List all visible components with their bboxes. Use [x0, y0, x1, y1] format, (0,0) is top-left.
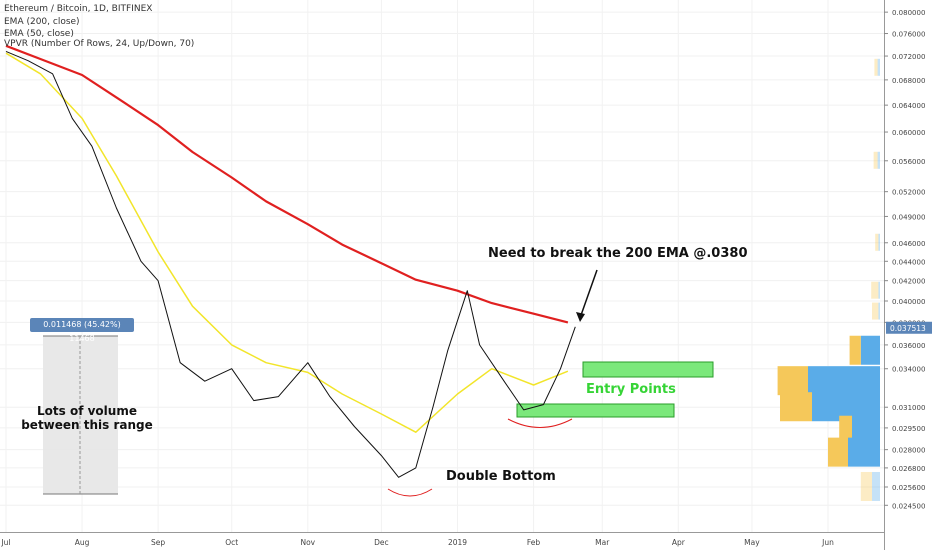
time-tick-label: Feb: [527, 538, 541, 547]
price-tick-label: 0.028000: [892, 447, 925, 455]
price-axis[interactable]: 0.080000 0.076000 0.072000 0.068000 0.064000…: [884, 0, 932, 550]
volume-bar-down: [849, 335, 861, 365]
time-tick-label: Oct: [225, 538, 238, 547]
volume-bar-up: [877, 151, 880, 169]
price-tick-label: 0.068000: [892, 77, 925, 85]
legend-symbol: Ethereum / Bitcoin, 1D, BITFINEX: [4, 4, 153, 14]
annotation-entry-points: Entry Points: [586, 382, 676, 397]
volume-bar-up: [872, 471, 880, 501]
bottom-arcs: [387, 418, 573, 497]
annotation-arrow: [579, 269, 598, 319]
volume-bar-down: [780, 392, 812, 422]
ema50-line: [5, 52, 569, 433]
price-tick-label: 0.080000: [892, 9, 925, 17]
volume-bar-up: [878, 302, 880, 320]
volume-bar-down: [874, 58, 878, 76]
time-tick-label: Mar: [595, 538, 610, 547]
time-tick-label: Apr: [672, 538, 686, 547]
price-tick-label: 0.046000: [892, 240, 925, 248]
price-tick-label: 0.072000: [892, 53, 925, 61]
price-tick-label: 0.052000: [892, 189, 925, 197]
volume-bar-up: [877, 58, 880, 76]
volume-bar-down: [777, 366, 808, 396]
time-tick-label: Jul: [0, 538, 10, 547]
price-tick-label: 0.049000: [892, 213, 925, 221]
legend-vpvr: VPVR (Number Of Rows, 24, Up/Down, 70): [4, 39, 195, 49]
volume-bar-down: [872, 302, 879, 320]
price-tick-label: 0.040000: [892, 298, 925, 306]
ema200-line: [5, 44, 569, 324]
price-tick-label: 0.044000: [892, 258, 925, 266]
annotation-volume-range: Lots of volume between this range: [20, 404, 154, 432]
measure-label: 0.011468 (45.42%) 11468: [30, 318, 134, 343]
volume-bar-up: [878, 281, 880, 299]
time-tick-label: Nov: [300, 538, 315, 547]
price-line: [5, 50, 576, 478]
price-tick-label: 0.034000: [892, 366, 925, 374]
volume-bar-down: [871, 281, 879, 299]
current-price-label: 0.037513: [890, 324, 926, 333]
time-tick-label: Aug: [75, 538, 90, 547]
price-tick-label: 0.042000: [892, 278, 925, 286]
price-tick-label: 0.064000: [892, 102, 925, 110]
arrow-head: [576, 312, 585, 322]
price-tick-label: 0.029500: [892, 425, 925, 433]
volume-bar-down: [839, 415, 852, 445]
volume-bar-down: [875, 233, 879, 251]
annotation-volume-line1: Lots of volume: [37, 404, 137, 418]
price-tick-label: 0.024500: [892, 502, 925, 510]
volume-profile: [777, 58, 880, 501]
volume-bar-up: [808, 366, 880, 396]
entry-zone-lower[interactable]: [516, 403, 675, 418]
volume-bar-down: [828, 437, 848, 467]
legend-ema50: EMA (50, close): [4, 29, 74, 39]
price-tick-label: 0.026800: [892, 465, 925, 473]
annotation-double-bottom: Double Bottom: [446, 469, 556, 484]
time-tick-label: 2019: [448, 538, 467, 547]
price-tick-label: 0.025600: [892, 484, 925, 492]
volume-bar-down: [860, 471, 872, 501]
volume-bar-up: [860, 335, 880, 365]
annotation-break-ema: Need to break the 200 EMA @.0380: [488, 246, 748, 261]
price-tick-label: 0.031000: [892, 404, 925, 412]
volume-bar-up: [848, 437, 880, 467]
current-price-tag[interactable]: [886, 321, 932, 334]
price-tick-label: 0.076000: [892, 31, 925, 39]
entry-zone-upper[interactable]: [582, 361, 714, 378]
annotation-volume-line2: between this range: [21, 418, 153, 432]
measure-tool[interactable]: [43, 335, 118, 495]
price-tick-label: 0.056000: [892, 158, 925, 166]
time-tick-label: May: [744, 538, 760, 547]
time-tick-label: Sep: [151, 538, 165, 547]
legend-ema200: EMA (200, close): [4, 17, 80, 27]
volume-bar-up: [878, 233, 880, 251]
grid: [0, 0, 884, 532]
price-tick-label: 0.036000: [892, 342, 925, 350]
entry-zones[interactable]: [516, 361, 714, 418]
time-axis[interactable]: Jul Aug Sep Oct Nov Dec 2019 Feb Mar Apr May Jun: [0, 532, 884, 548]
series-lines: [5, 44, 576, 478]
time-tick-label: Jun: [821, 538, 834, 547]
volume-bar-down: [873, 151, 878, 169]
price-tick-label: 0.060000: [892, 129, 925, 137]
time-tick-label: Dec: [374, 538, 389, 547]
bottom-arc-left: [387, 488, 433, 497]
bottom-arc-right: [507, 418, 573, 428]
